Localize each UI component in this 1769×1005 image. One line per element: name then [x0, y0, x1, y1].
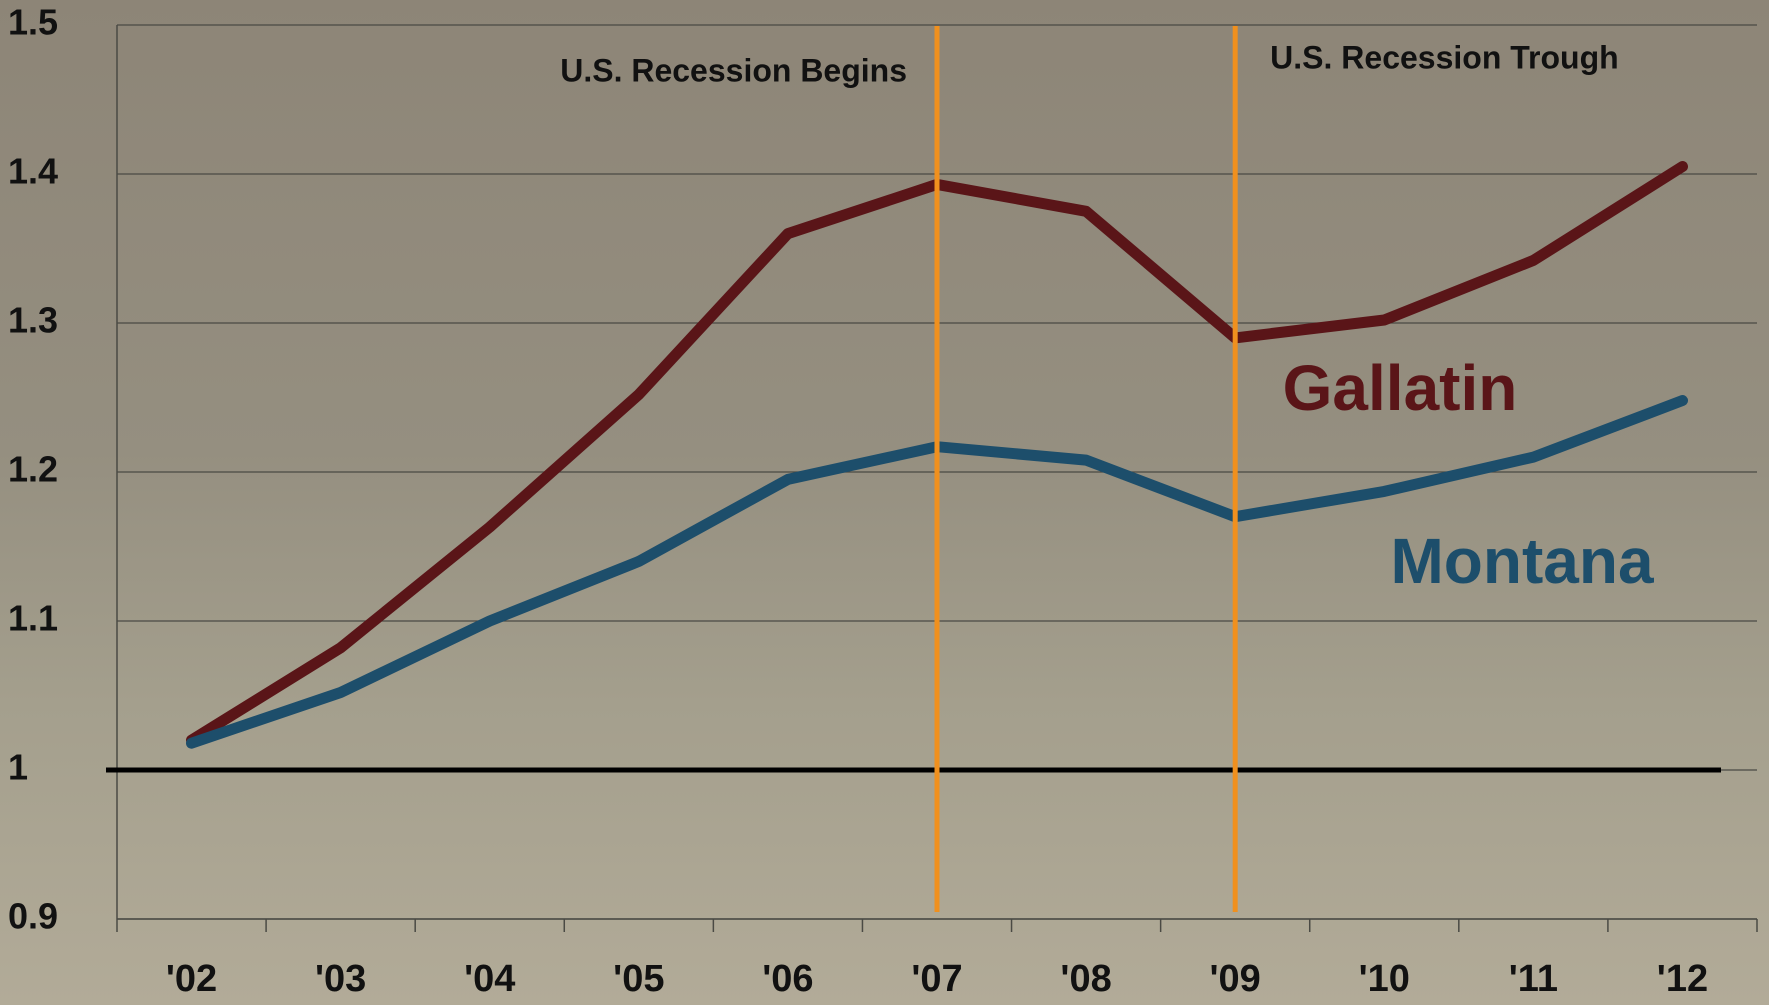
x-tick-label: '12 — [1657, 958, 1708, 1000]
y-tick-label: 1.1 — [8, 598, 58, 639]
x-tick-label: '06 — [762, 958, 813, 1000]
series-label: Gallatin — [1283, 352, 1518, 424]
annotation-label: U.S. Recession Begins — [560, 52, 907, 88]
x-tick-label: '11 — [1509, 958, 1558, 1000]
y-tick-label: 1.2 — [8, 449, 58, 490]
x-tick-label: '10 — [1359, 958, 1410, 1000]
x-tick-label: '03 — [315, 958, 366, 1000]
y-tick-label: 0.9 — [8, 896, 58, 937]
x-tick-label: '08 — [1060, 958, 1111, 1000]
annotation-label: U.S. Recession Trough — [1270, 39, 1619, 75]
x-tick-label: '04 — [464, 958, 515, 1000]
y-tick-label: 1.4 — [8, 151, 58, 192]
series-label: Montana — [1390, 525, 1654, 597]
x-tick-label: '07 — [911, 958, 962, 1000]
x-tick-label: '09 — [1210, 958, 1261, 1000]
x-tick-label: '02 — [166, 958, 217, 1000]
y-tick-label: 1.3 — [8, 300, 58, 341]
y-tick-label: 1 — [8, 747, 28, 788]
x-tick-label: '05 — [613, 958, 664, 1000]
y-tick-label: 1.5 — [8, 2, 58, 43]
